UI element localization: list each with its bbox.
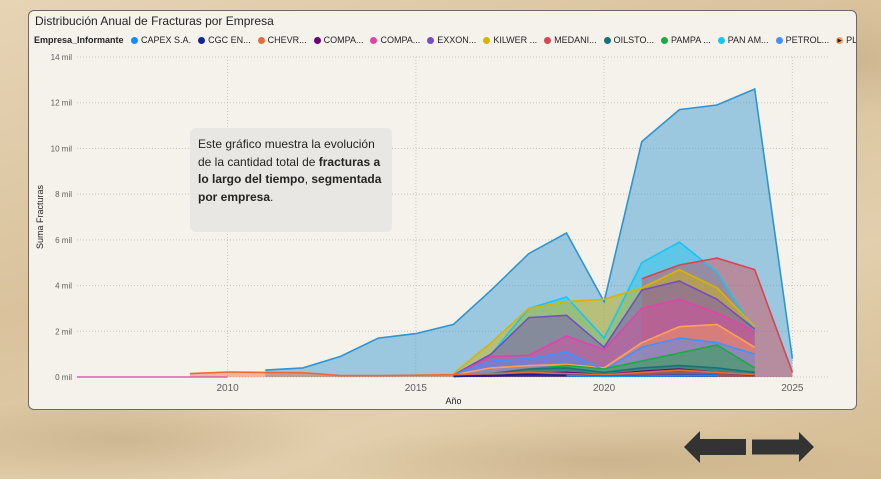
- legend-dot-icon: [483, 36, 491, 44]
- legend-label: CAPEX S.A.: [141, 35, 192, 45]
- chart-annotation: Este gráfico muestra la evolución de la …: [190, 128, 392, 232]
- legend-item[interactable]: KILWER ...: [483, 35, 537, 45]
- series-area[interactable]: [453, 242, 755, 377]
- series-line[interactable]: [452, 268, 756, 375]
- x-tick-label: 2020: [593, 383, 616, 394]
- series-areas: [189, 89, 793, 377]
- legend-item[interactable]: PAN AM...: [717, 35, 769, 45]
- area-chart: 0 mil 2 mil 4 mil 6 mil 8 mil 10 mil 12 mil 14 …: [35, 53, 830, 406]
- arrow-left-icon[interactable]: [684, 431, 746, 463]
- legend-dot-icon: [370, 36, 378, 44]
- x-axis-label: Año: [445, 396, 461, 406]
- series-line[interactable]: [453, 280, 756, 376]
- legend-item[interactable]: OILSTO...: [603, 35, 655, 45]
- legend-item[interactable]: EXXON...: [427, 35, 476, 45]
- arrow-right-icon[interactable]: [752, 431, 814, 463]
- annotation-bold-2: segmentada por empresa: [198, 172, 382, 204]
- legend-dot-icon: [775, 36, 783, 44]
- legend-label: CGC EN...: [208, 35, 251, 45]
- legend-item[interactable]: COMPA...: [313, 35, 364, 45]
- legend-label: PETROL...: [785, 35, 830, 45]
- legend-item[interactable]: MEDANI...: [544, 35, 597, 45]
- legend-label: COMPA...: [323, 35, 364, 45]
- legend-label: CHEVR...: [267, 35, 307, 45]
- series-area[interactable]: [641, 258, 793, 377]
- annotation-text-2: ,: [304, 172, 312, 186]
- series-area[interactable]: [453, 338, 755, 377]
- legend-item[interactable]: COMPA...: [370, 35, 420, 45]
- legend-title: Empresa_Informante: [34, 35, 124, 45]
- legend-label: OILSTO...: [613, 35, 655, 45]
- legend-dot-icon: [603, 36, 611, 44]
- y-tick-label: 4 mil: [55, 282, 72, 291]
- series-line[interactable]: [453, 337, 755, 376]
- series-line[interactable]: [453, 298, 756, 377]
- axis-ticks: 0 mil 2 mil 4 mil 6 mil 8 mil 10 mil 12 mil 14 …: [51, 53, 804, 394]
- caret-right-icon[interactable]: ▸: [837, 35, 842, 45]
- y-tick-label: 6 mil: [55, 236, 72, 245]
- annotation-bold-1: fracturas a lo largo del tiempo: [198, 154, 381, 187]
- series-line[interactable]: [265, 87, 794, 371]
- y-tick-label: 14 mil: [51, 53, 73, 62]
- legend-label: PAMPA ...: [671, 35, 711, 45]
- legend-dot-icon: [661, 36, 669, 44]
- legend-dot-icon: [544, 36, 552, 44]
- series-line[interactable]: [453, 323, 756, 376]
- legend-item[interactable]: PLUSPE...: [836, 35, 857, 45]
- y-tick-label: 12 mil: [51, 99, 73, 108]
- legend-label: MEDANI...: [554, 35, 597, 45]
- series-line[interactable]: [641, 257, 794, 373]
- y-tick-label: 0 mil: [55, 373, 72, 382]
- series-line[interactable]: [566, 374, 718, 378]
- series-area[interactable]: [265, 89, 793, 377]
- annotation-text-1: Este gráfico muestra la evolución de la …: [198, 137, 375, 169]
- x-tick-label: 2015: [405, 383, 428, 394]
- legend-item[interactable]: CAPEX S.A.: [131, 35, 191, 45]
- y-tick-label: 8 mil: [55, 190, 72, 199]
- chart-title: Distribución Anual de Fracturas por Empr…: [35, 14, 274, 28]
- legend-label: KILWER ...: [493, 35, 538, 45]
- annotation-text-3: .: [270, 189, 274, 204]
- legend-label: COMPA...: [380, 35, 421, 45]
- legend-label: PLUSPE...: [846, 35, 857, 45]
- legend-dot-icon: [313, 36, 321, 44]
- x-tick-label: 2025: [781, 383, 804, 394]
- legend-dot-icon: [198, 36, 206, 44]
- legend: Empresa_Informante CAPEX S.A. CGC EN... CH…: [34, 35, 856, 49]
- legend-dot-icon: [131, 36, 139, 44]
- legend-item[interactable]: CHEVR...: [257, 35, 307, 45]
- series-line[interactable]: [453, 241, 756, 376]
- legend-dot-icon: [717, 36, 725, 44]
- legend-dot-icon: [427, 36, 435, 44]
- legend-item[interactable]: CGC EN...: [198, 35, 251, 45]
- legend-item[interactable]: PAMPA ...: [661, 35, 711, 45]
- legend-label: EXXON...: [437, 35, 477, 45]
- y-axis-label: Suma Fracturas: [35, 184, 45, 249]
- legend-dot-icon: [257, 36, 265, 44]
- chart-card: Distribución Anual de Fracturas por Empr…: [28, 10, 857, 410]
- legend-label: PAN AM...: [727, 35, 769, 45]
- series-line[interactable]: [453, 364, 755, 378]
- y-tick-label: 10 mil: [51, 144, 73, 153]
- legend-item[interactable]: PETROL...: [775, 35, 830, 45]
- x-tick-label: 2010: [216, 383, 239, 394]
- series-area[interactable]: [453, 269, 755, 377]
- y-tick-label: 2 mil: [55, 327, 72, 336]
- series-lines: [77, 87, 794, 378]
- series-line[interactable]: [189, 369, 755, 377]
- series-area[interactable]: [453, 299, 755, 377]
- legend-dot-icon: [836, 36, 844, 44]
